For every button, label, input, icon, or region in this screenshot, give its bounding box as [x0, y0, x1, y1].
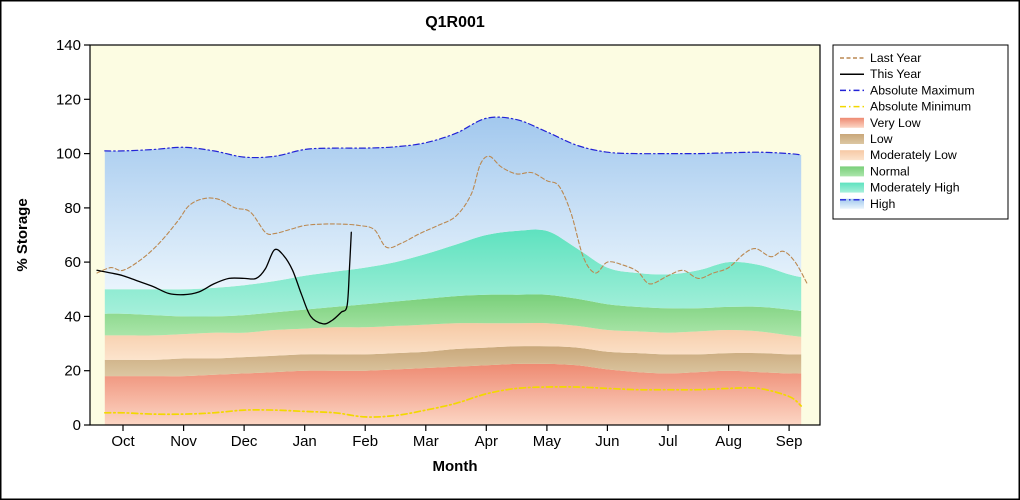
y-tick-label-40: 40 — [64, 308, 81, 325]
x-tick-label-nov: Nov — [170, 433, 197, 450]
legend-swatch-normal — [840, 166, 864, 177]
band-moderately-high — [104, 229, 802, 317]
x-tick-label-aug: Aug — [715, 433, 742, 450]
x-tick-label-jul: Jul — [658, 433, 677, 450]
legend-swatch-very-low — [840, 117, 864, 128]
legend-label-absolute-maximum: Absolute Maximum — [870, 83, 975, 97]
legend-entry-high: High — [840, 197, 895, 211]
lines-group — [96, 116, 808, 418]
legend-label-absolute-minimum: Absolute Minimum — [870, 100, 971, 114]
legend-label-very-low: Very Low — [870, 116, 921, 130]
axes-group: Oct Nov Dec Jan Feb Mar Apr May Jun Jul Aug Sep 0 20 4… — [56, 37, 802, 450]
legend-entry-moderately-low: Moderately Low — [840, 148, 957, 162]
y-axis-label: % Storage — [14, 198, 31, 271]
legend-label-moderately-high: Moderately High — [870, 181, 960, 195]
x-tick-label-dec: Dec — [231, 433, 258, 450]
legend-swatch-low — [840, 134, 864, 144]
x-tick-label-jun: Jun — [595, 433, 619, 450]
x-tick-label-sep: Sep — [776, 433, 803, 450]
legend-entry-moderately-high: Moderately High — [840, 181, 960, 195]
y-tick-label-20: 20 — [64, 363, 81, 380]
legend-label-normal: Normal — [870, 164, 910, 178]
x-axis-label: Month — [433, 458, 478, 475]
chart-title: Q1R001 — [425, 14, 485, 31]
bands-group — [104, 117, 802, 425]
legend-entry-absolute-maximum: Absolute Maximum — [840, 83, 975, 97]
x-tick-label-may: May — [533, 433, 562, 450]
band-low — [104, 346, 802, 377]
series-absolute-maximum — [104, 116, 802, 159]
legend: Last Year This Year Absolute Maximum Absolu… — [832, 44, 1009, 220]
x-tick-label-mar: Mar — [413, 433, 439, 450]
legend-swatch-high — [840, 198, 864, 209]
y-tick-label-100: 100 — [56, 146, 81, 163]
legend-swatch-moderately-high — [840, 182, 864, 193]
series-absolute-minimum — [103, 386, 803, 418]
legend-entry-this-year: This Year — [840, 67, 921, 81]
x-tick-label-jan: Jan — [293, 433, 317, 450]
x-tick-label-apr: Apr — [475, 433, 498, 450]
band-very-low — [104, 363, 802, 425]
y-tick-label-60: 60 — [64, 254, 81, 271]
legend-label-moderately-low: Moderately Low — [870, 148, 957, 162]
legend-entry-normal: Normal — [840, 164, 910, 178]
y-tick-label-140: 140 — [56, 37, 81, 54]
legend-label-last-year: Last Year — [870, 51, 921, 65]
legend-label-this-year: This Year — [870, 67, 921, 81]
y-tick-label-80: 80 — [64, 200, 81, 217]
band-high — [104, 117, 802, 290]
band-moderately-low — [104, 323, 802, 360]
legend-swatch-moderately-low — [840, 150, 864, 161]
legend-entry-last-year: Last Year — [840, 51, 921, 65]
series-this-year — [96, 231, 352, 325]
legend-label-low: Low — [870, 132, 893, 146]
legend-label-high: High — [870, 197, 895, 211]
x-tick-label-feb: Feb — [352, 433, 378, 450]
band-normal — [104, 294, 802, 337]
legend-entry-absolute-minimum: Absolute Minimum — [840, 100, 971, 114]
legend-entry-very-low: Very Low — [840, 116, 921, 130]
series-last-year — [96, 155, 808, 285]
plot-border — [89, 44, 821, 426]
y-tick-label-120: 120 — [56, 91, 81, 108]
x-tick-label-oct: Oct — [111, 433, 135, 450]
y-tick-label-0: 0 — [73, 417, 81, 434]
legend-entry-low: Low — [840, 132, 893, 146]
